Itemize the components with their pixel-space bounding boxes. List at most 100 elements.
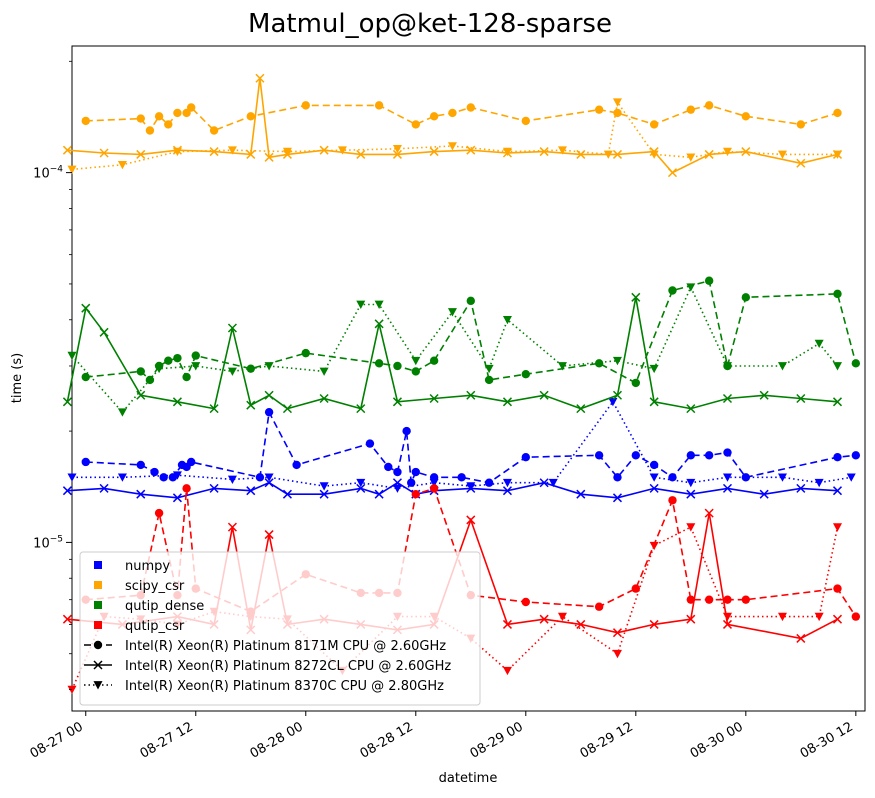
- data-point: [136, 460, 145, 470]
- data-point: [447, 308, 457, 317]
- data-point: [466, 296, 475, 306]
- data-point: [264, 478, 274, 488]
- x-tick-label: 08-27 12: [138, 719, 196, 761]
- data-point: [99, 327, 109, 337]
- data-point: [686, 489, 696, 499]
- data-point: [182, 484, 191, 493]
- data-point: [759, 390, 769, 400]
- data-point: [612, 649, 622, 659]
- data-point: [704, 451, 714, 460]
- x-tick-label: 08-28 00: [248, 719, 306, 761]
- data-point: [704, 101, 714, 110]
- data-point: [407, 478, 416, 487]
- data-point: [429, 478, 439, 488]
- data-point: [62, 145, 72, 155]
- data-point: [833, 108, 842, 118]
- series-line: [71, 285, 839, 414]
- y-tick-label: 10−4: [33, 165, 63, 182]
- x-tick-label: 08-27 00: [28, 719, 86, 761]
- data-point: [832, 397, 843, 407]
- data-point: [62, 397, 72, 407]
- data-point: [411, 490, 420, 499]
- data-point: [246, 400, 256, 410]
- data-point: [292, 460, 301, 470]
- data-point: [722, 393, 733, 404]
- data-point: [796, 393, 806, 404]
- data-point: [172, 397, 182, 407]
- data-point: [851, 359, 861, 368]
- data-point: [173, 108, 182, 118]
- legend-label: Intel(R) Xeon(R) Platinum 8272CL CPU @ 2…: [125, 659, 451, 674]
- data-point: [631, 584, 641, 593]
- legend-swatch: [94, 621, 102, 629]
- x-tick-label: 08-30 12: [798, 719, 856, 761]
- data-point: [384, 462, 393, 472]
- data-point: [502, 486, 512, 496]
- data-point: [631, 378, 641, 388]
- data-point: [411, 467, 420, 477]
- data-point: [191, 362, 201, 371]
- data-point: [777, 150, 787, 159]
- data-point: [612, 98, 622, 107]
- data-point: [649, 483, 659, 493]
- data-point: [411, 120, 420, 129]
- data-point: [319, 489, 329, 499]
- series-qutip_dense-8272CL: [62, 292, 843, 414]
- data-point: [301, 101, 310, 110]
- legend-marker: [93, 640, 103, 650]
- data-point: [686, 283, 696, 292]
- data-point: [136, 149, 146, 159]
- data-point: [814, 478, 824, 488]
- data-point: [319, 482, 329, 491]
- data-point: [603, 150, 613, 159]
- data-point: [374, 489, 384, 499]
- data-point: [576, 619, 586, 629]
- data-point: [612, 493, 623, 503]
- data-point: [667, 168, 678, 178]
- data-point: [159, 473, 168, 482]
- data-point: [411, 367, 420, 376]
- series-qutip_dense-8171M: [81, 276, 861, 388]
- data-point: [613, 108, 622, 118]
- series-line: [85, 487, 857, 618]
- data-point: [704, 276, 714, 285]
- legend-box: [79, 551, 481, 706]
- data-point: [723, 595, 732, 604]
- series-scipy_csr-8370C: [67, 98, 842, 174]
- data-point: [722, 612, 732, 622]
- data-point: [502, 315, 512, 325]
- data-point: [594, 602, 604, 611]
- data-point: [649, 619, 659, 629]
- data-point: [608, 397, 618, 407]
- data-point: [557, 362, 567, 371]
- legend-label: Intel(R) Xeon(R) Platinum 8171M CPU @ 2.…: [125, 639, 446, 654]
- data-point: [136, 390, 146, 400]
- data-point: [356, 149, 366, 159]
- data-point: [796, 633, 806, 643]
- data-point: [227, 367, 237, 376]
- x-tick-label: 08-29 12: [578, 719, 636, 761]
- data-point: [814, 612, 824, 622]
- data-point: [668, 286, 677, 295]
- data-point: [502, 619, 512, 629]
- data-point: [833, 452, 842, 462]
- data-point: [67, 473, 77, 482]
- data-point: [722, 483, 733, 493]
- data-point: [154, 112, 164, 121]
- x-axis-label: datetime: [439, 771, 498, 786]
- y-axis-label: time (s): [10, 353, 25, 403]
- data-point: [649, 460, 659, 470]
- data-point: [62, 614, 72, 624]
- y-tick-label: 10−5: [33, 534, 63, 551]
- legend-label: numpy: [125, 559, 170, 574]
- data-point: [521, 452, 530, 462]
- data-point: [227, 323, 237, 333]
- data-point: [557, 146, 567, 155]
- data-point: [457, 473, 466, 482]
- data-point: [484, 364, 494, 374]
- data-point: [172, 147, 182, 157]
- data-point: [686, 105, 696, 114]
- data-point: [576, 404, 586, 414]
- data-point: [777, 612, 787, 622]
